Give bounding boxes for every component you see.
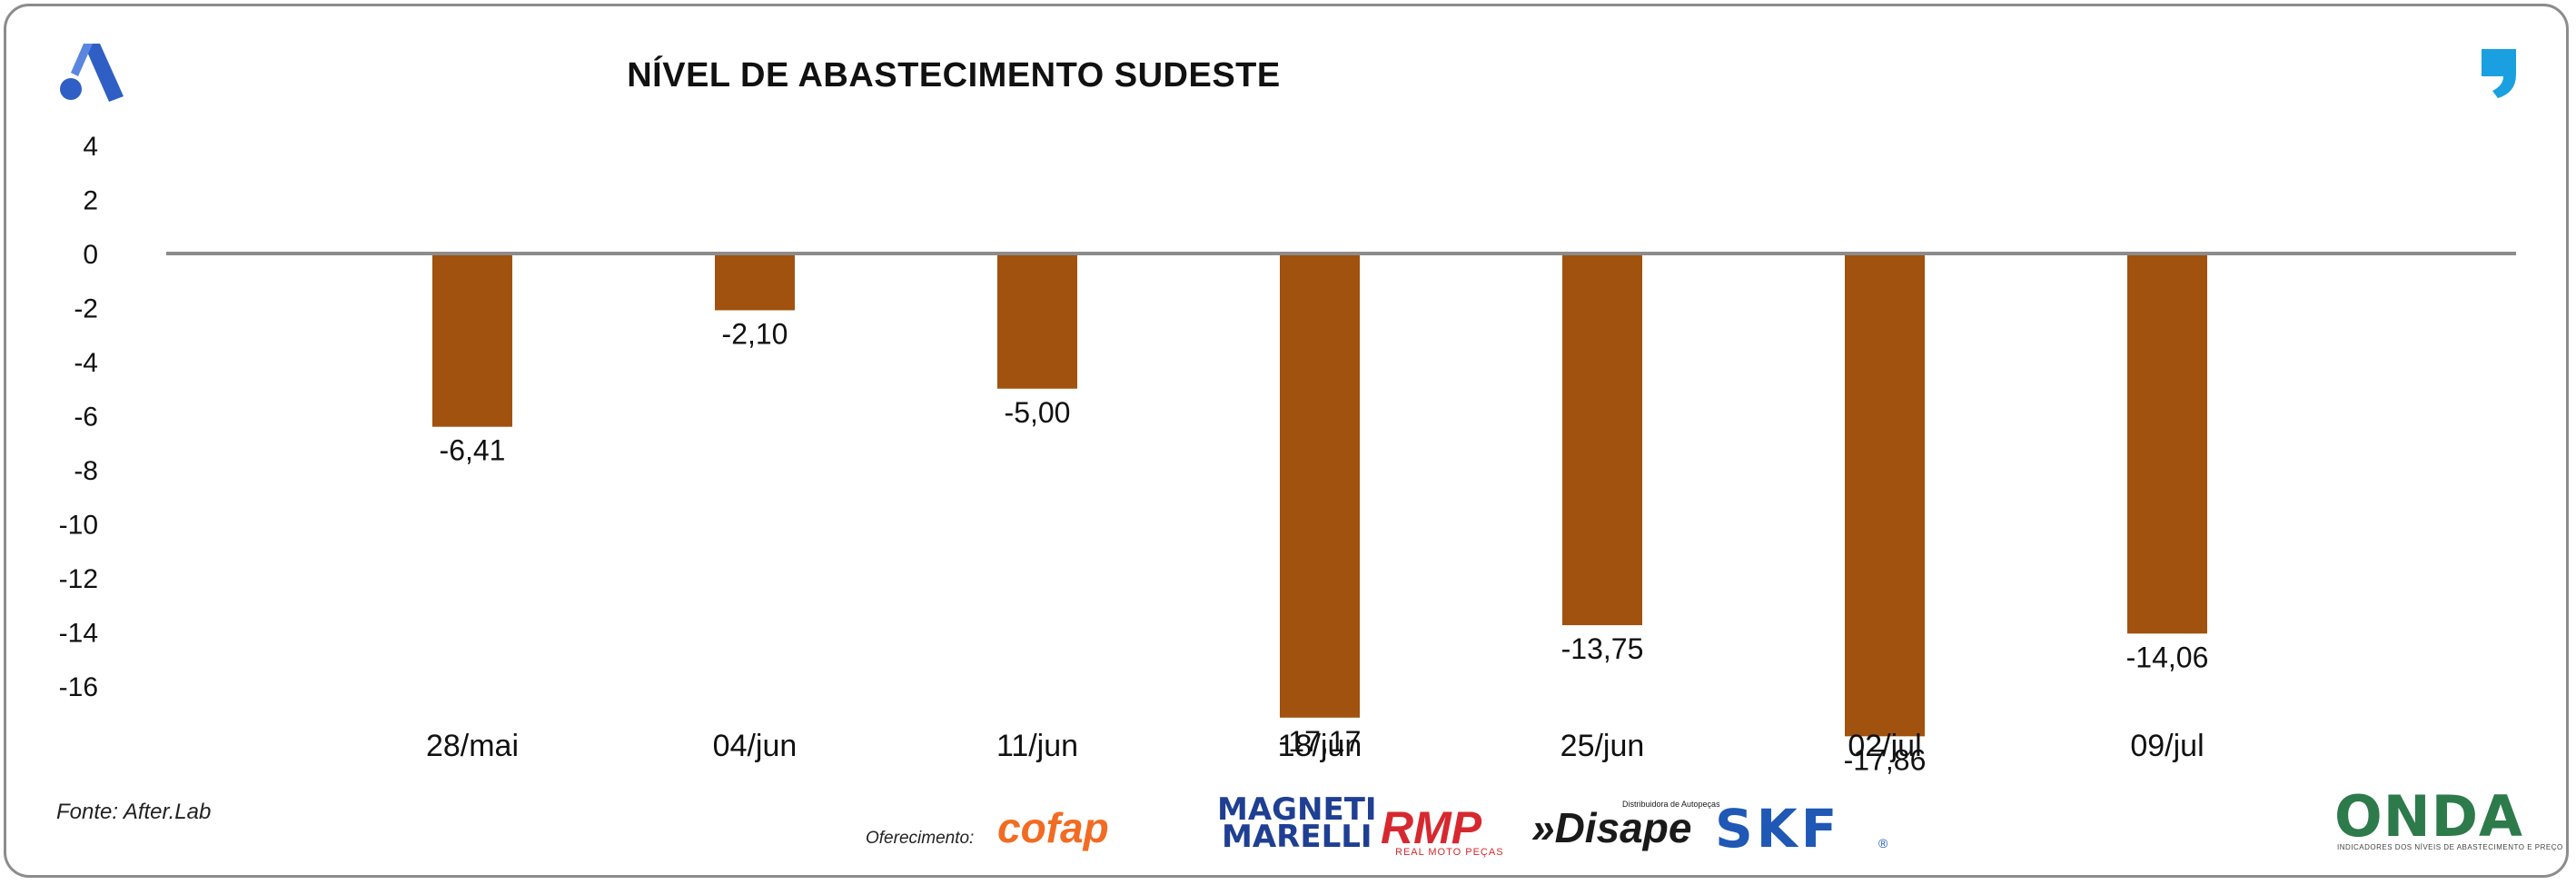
data-label: -2,10	[722, 317, 788, 350]
x-tick-label: 18/jun	[1278, 729, 1362, 763]
y-tick-label: -12	[59, 564, 98, 594]
y-tick-label: 2	[83, 186, 98, 216]
skf-logo: SKF	[1715, 798, 1841, 860]
onda-logo: ONDA	[2334, 783, 2524, 850]
bar	[1845, 255, 1925, 737]
skf-registered-mark: ®	[1878, 836, 1888, 850]
y-tick-label: -4	[74, 348, 98, 378]
x-tick-label: 04/jun	[713, 729, 798, 763]
data-label: -13,75	[1561, 632, 1644, 665]
y-tick-label: -14	[59, 619, 98, 649]
comma-quote-logo-icon	[2482, 49, 2516, 98]
sponsor-label: Oferecimento:	[866, 829, 975, 848]
rmp-subtitle: REAL MOTO PEÇAS	[1395, 847, 1504, 858]
magneti-marelli-logo: MAGNETI MARELLI	[1217, 791, 1377, 855]
x-tick-label: 28/mai	[426, 729, 519, 763]
bar	[1562, 255, 1642, 626]
onda-subtitle: INDICADORES DOS NÍVEIS DE ABASTECIMENTO …	[2337, 843, 2563, 851]
y-tick-label: 4	[83, 132, 98, 162]
x-tick-label: 25/jun	[1560, 729, 1645, 763]
data-labels: -6,41 -2,10 -5,00 -17,17 -13,75 -17,86 -14,06	[440, 317, 2209, 776]
y-tick-label: -16	[59, 672, 98, 702]
x-tick-label: 11/jun	[996, 729, 1078, 763]
x-axis-labels: 28/mai 04/jun 11/jun 18/jun 25/jun 02/jul 09/j…	[426, 729, 2204, 763]
bar	[715, 255, 795, 311]
bar	[1280, 255, 1360, 718]
y-tick-label: 0	[83, 240, 98, 270]
magneti-line1: MAGNETI	[1217, 791, 1377, 828]
bar	[2127, 255, 2207, 634]
x-tick-label: 09/jul	[2130, 729, 2204, 763]
data-label: -6,41	[440, 434, 506, 467]
data-label: -5,00	[1005, 396, 1071, 429]
y-tick-label: -6	[74, 403, 98, 433]
disape-logo: »Disape	[1531, 804, 1692, 851]
data-label: -17,17	[1279, 725, 1362, 758]
y-tick-label: -8	[74, 456, 98, 486]
data-label: -14,06	[2126, 641, 2209, 673]
y-tick-label: -2	[74, 294, 98, 324]
cofap-logo: cofap	[997, 804, 1109, 851]
bar	[997, 255, 1077, 389]
source-note: Fonte: After.Lab	[56, 800, 212, 824]
chart-title: NÍVEL DE ABASTECIMENTO SUDESTE	[627, 56, 1281, 94]
bar	[432, 255, 512, 427]
bars	[432, 255, 2207, 737]
y-axis-ticks: 4 2 0 -2 -4 -6 -8 -10 -12 -14 -16	[59, 132, 98, 702]
data-label: -17,86	[1844, 743, 1927, 776]
after-lab-a-logo-icon	[60, 44, 124, 102]
rmp-logo: RMP	[1381, 802, 1482, 853]
y-tick-label: -10	[59, 511, 98, 541]
disape-subtitle: Distribuidora de Autopeças	[1622, 800, 1720, 809]
x-tick-label: 02/jul	[1848, 729, 1921, 763]
magneti-line2: MARELLI	[1222, 819, 1372, 855]
